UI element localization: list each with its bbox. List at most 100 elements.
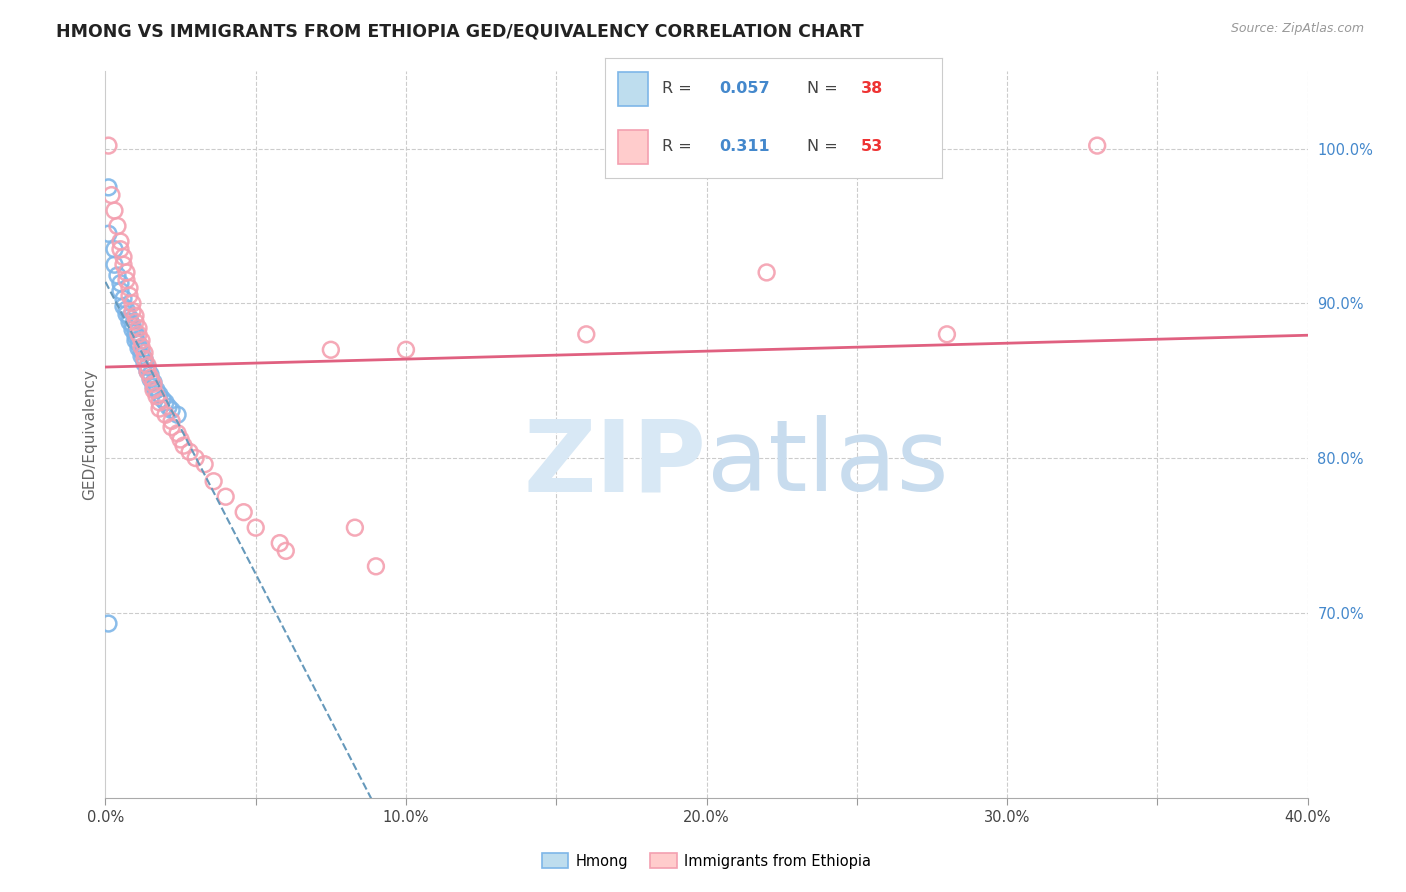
Point — [343, 521, 366, 535]
Point — [142, 380, 165, 394]
Point — [166, 408, 188, 422]
Bar — [619, 130, 648, 164]
Point — [124, 329, 146, 343]
Point — [142, 376, 165, 391]
Point — [118, 310, 141, 325]
Point — [157, 400, 180, 414]
Point — [155, 408, 177, 422]
Point — [160, 414, 183, 428]
Point — [110, 235, 132, 249]
Bar — [619, 72, 648, 106]
Point — [118, 315, 141, 329]
Point — [136, 359, 159, 374]
Point — [112, 292, 135, 306]
Text: ZIP: ZIP — [523, 416, 707, 512]
Point — [124, 326, 146, 340]
Point — [124, 334, 146, 348]
Point — [232, 505, 254, 519]
Text: 38: 38 — [860, 81, 883, 96]
Point — [110, 242, 132, 256]
Point — [575, 327, 598, 342]
Point — [269, 536, 291, 550]
Text: atlas: atlas — [707, 416, 948, 512]
Text: 53: 53 — [860, 139, 883, 154]
Point — [155, 395, 177, 409]
Text: N =: N = — [807, 81, 838, 96]
Point — [115, 307, 138, 321]
Point — [128, 321, 150, 335]
Point — [755, 265, 778, 279]
Point — [128, 327, 150, 342]
Point — [97, 227, 120, 241]
Point — [97, 138, 120, 153]
Point — [136, 364, 159, 378]
Point — [100, 188, 122, 202]
Point — [202, 475, 225, 489]
Point — [103, 203, 125, 218]
Text: 0.057: 0.057 — [720, 81, 770, 96]
Point — [160, 403, 183, 417]
Point — [245, 521, 267, 535]
Text: R =: R = — [662, 81, 697, 96]
Point — [139, 370, 162, 384]
Point — [936, 327, 959, 342]
Point — [112, 250, 135, 264]
Point — [139, 372, 162, 386]
Point — [110, 277, 132, 291]
Point — [115, 273, 138, 287]
Point — [136, 364, 159, 378]
Point — [148, 387, 170, 401]
Point — [179, 445, 201, 459]
Point — [194, 457, 217, 471]
Point — [142, 376, 165, 390]
Point — [110, 284, 132, 298]
Point — [103, 258, 125, 272]
Point — [107, 219, 129, 233]
Point — [131, 344, 153, 359]
Point — [131, 334, 153, 348]
Point — [118, 281, 141, 295]
Legend: Hmong, Immigrants from Ethiopia: Hmong, Immigrants from Ethiopia — [537, 847, 876, 875]
Point — [145, 389, 167, 403]
Point — [97, 616, 120, 631]
Point — [124, 315, 146, 329]
Point — [142, 383, 165, 397]
Text: N =: N = — [807, 139, 838, 154]
Point — [121, 296, 143, 310]
Point — [134, 346, 156, 360]
Point — [319, 343, 342, 357]
Text: Source: ZipAtlas.com: Source: ZipAtlas.com — [1230, 22, 1364, 36]
Point — [274, 544, 297, 558]
Text: HMONG VS IMMIGRANTS FROM ETHIOPIA GED/EQUIVALENCY CORRELATION CHART: HMONG VS IMMIGRANTS FROM ETHIOPIA GED/EQ… — [56, 22, 863, 40]
Point — [364, 559, 387, 574]
Point — [131, 349, 153, 363]
Point — [160, 420, 183, 434]
Y-axis label: GED/Equivalency: GED/Equivalency — [82, 369, 97, 500]
Point — [107, 268, 129, 283]
Point — [148, 401, 170, 416]
Point — [131, 340, 153, 354]
Point — [115, 302, 138, 317]
Point — [139, 368, 162, 382]
Point — [112, 300, 135, 314]
Point — [148, 395, 170, 409]
Point — [112, 258, 135, 272]
Point — [134, 357, 156, 371]
Point — [121, 304, 143, 318]
Point — [118, 288, 141, 302]
Point — [128, 336, 150, 351]
Text: R =: R = — [662, 139, 702, 154]
Text: 0.311: 0.311 — [720, 139, 770, 154]
Point — [395, 343, 418, 357]
Point — [184, 451, 207, 466]
Point — [97, 180, 120, 194]
Point — [124, 309, 146, 323]
Point — [121, 318, 143, 332]
Point — [214, 490, 236, 504]
Point — [136, 358, 159, 372]
Point — [152, 392, 174, 407]
Point — [103, 242, 125, 256]
Point — [134, 352, 156, 367]
Point — [1085, 138, 1108, 153]
Point — [145, 383, 167, 397]
